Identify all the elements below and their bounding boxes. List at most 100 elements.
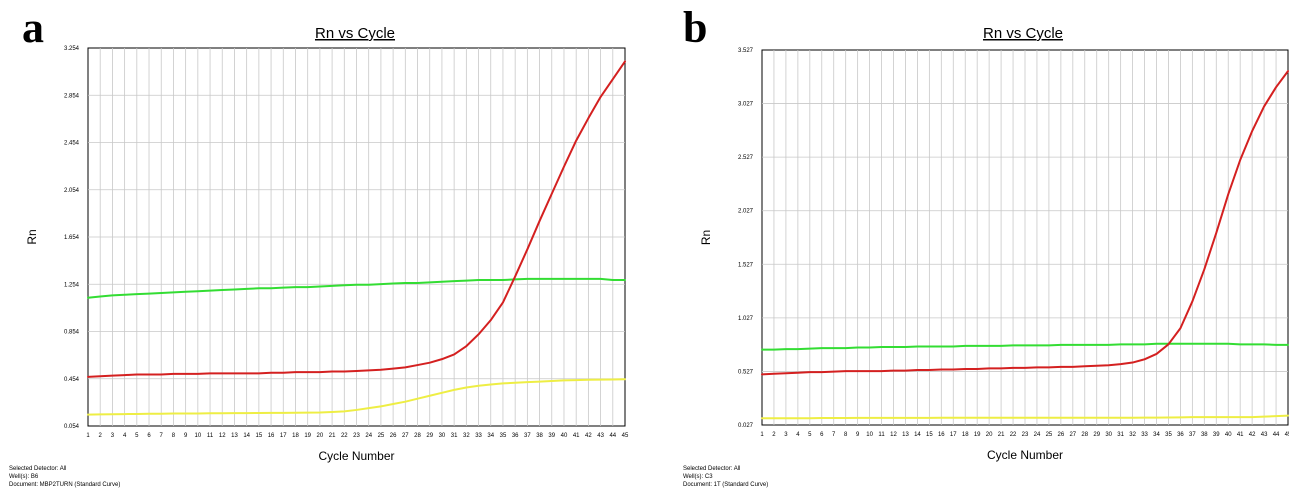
x-tick-label: 1	[760, 432, 764, 438]
x-tick-label: 21	[998, 432, 1005, 438]
series-line	[87, 378, 626, 416]
x-tick-label: 35	[500, 433, 507, 439]
x-tick-label: 33	[475, 433, 482, 439]
x-tick-label: 44	[609, 433, 616, 439]
y-tick-label: 3.254	[64, 46, 80, 52]
y-tick-label: 2.454	[64, 141, 80, 147]
x-tick-label: 4	[796, 432, 800, 438]
x-tick-label: 42	[1249, 432, 1256, 438]
x-tick-label: 19	[304, 433, 311, 439]
x-tick-label: 10	[194, 433, 201, 439]
y-tick-label: 1.027	[738, 316, 754, 322]
x-tick-label: 11	[878, 432, 885, 438]
y-tick-label: 3.027	[738, 102, 754, 108]
x-tick-label: 36	[1177, 432, 1184, 438]
x-tick-label: 8	[844, 432, 848, 438]
x-tick-label: 29	[1093, 432, 1100, 438]
x-tick-label: 9	[856, 432, 860, 438]
x-tick-label: 16	[268, 433, 275, 439]
x-tick-label: 18	[292, 433, 299, 439]
y-tick-label: 0.454	[64, 377, 80, 383]
footer-info-line: Document: 1T (Standard Curve)	[683, 482, 768, 488]
x-tick-label: 17	[280, 433, 287, 439]
series-line	[761, 70, 1289, 376]
x-tick-label: 7	[832, 432, 836, 438]
x-tick-label: 38	[1201, 432, 1208, 438]
chart-title: Rn vs Cycle	[983, 25, 1063, 42]
x-tick-label: 11	[207, 433, 214, 439]
x-tick-label: 2	[772, 432, 776, 438]
x-tick-label: 20	[317, 433, 324, 439]
x-tick-label: 31	[1117, 432, 1124, 438]
x-tick-label: 26	[1058, 432, 1065, 438]
x-tick-label: 9	[184, 433, 188, 439]
x-tick-label: 21	[329, 433, 336, 439]
x-tick-label: 17	[950, 432, 957, 438]
x-tick-label: 5	[808, 432, 812, 438]
x-tick-label: 24	[365, 433, 372, 439]
x-tick-label: 4	[123, 433, 127, 439]
x-tick-label: 29	[426, 433, 433, 439]
x-tick-label: 33	[1141, 432, 1148, 438]
y-tick-label: 0.054	[64, 424, 80, 430]
footer-info-line: Selected Detector: All	[683, 466, 740, 472]
x-tick-label: 30	[439, 433, 446, 439]
x-tick-label: 32	[1129, 432, 1136, 438]
x-tick-label: 35	[1165, 432, 1172, 438]
panel-label: b	[683, 3, 707, 52]
y-tick-label: 2.854	[64, 93, 80, 99]
x-tick-label: 18	[962, 432, 969, 438]
x-tick-label: 36	[512, 433, 519, 439]
y-axis-label: Rn	[699, 230, 713, 245]
x-tick-label: 13	[902, 432, 909, 438]
x-tick-label: 39	[1213, 432, 1220, 438]
x-tick-label: 20	[986, 432, 993, 438]
x-tick-label: 37	[524, 433, 531, 439]
x-tick-label: 39	[548, 433, 555, 439]
x-tick-label: 26	[390, 433, 397, 439]
x-tick-label: 40	[1225, 432, 1232, 438]
y-tick-label: 2.027	[738, 209, 754, 215]
x-tick-label: 30	[1105, 432, 1112, 438]
x-tick-label: 22	[341, 433, 348, 439]
y-tick-label: 0.527	[738, 369, 754, 375]
y-tick-label: 0.027	[738, 423, 754, 429]
x-tick-label: 45	[622, 433, 629, 439]
y-tick-label: 3.527	[738, 48, 754, 54]
x-tick-label: 28	[1081, 432, 1088, 438]
x-tick-label: 23	[1022, 432, 1029, 438]
series-line	[87, 277, 626, 299]
x-tick-label: 14	[914, 432, 921, 438]
x-tick-label: 6	[820, 432, 824, 438]
x-tick-label: 22	[1010, 432, 1017, 438]
x-tick-label: 42	[585, 433, 592, 439]
x-tick-label: 25	[1046, 432, 1053, 438]
panel-label: a	[22, 3, 44, 52]
series-line	[761, 342, 1289, 351]
footer-info-line: Document: MBP2TURN (Standard Curve)	[9, 482, 120, 488]
y-tick-label: 1.654	[64, 235, 80, 241]
x-tick-label: 38	[536, 433, 543, 439]
series-line	[761, 414, 1289, 420]
x-tick-label: 15	[926, 432, 933, 438]
x-tick-label: 43	[597, 433, 604, 439]
x-tick-label: 14	[243, 433, 250, 439]
x-tick-label: 19	[974, 432, 981, 438]
x-tick-label: 23	[353, 433, 360, 439]
x-tick-label: 16	[938, 432, 945, 438]
x-tick-label: 28	[414, 433, 421, 439]
y-axis-label: Rn	[25, 229, 39, 244]
x-tick-label: 3	[111, 433, 115, 439]
y-tick-label: 1.527	[738, 262, 754, 268]
x-tick-label: 7	[160, 433, 164, 439]
x-tick-label: 34	[487, 433, 494, 439]
x-tick-label: 12	[890, 432, 897, 438]
x-tick-label: 3	[784, 432, 788, 438]
x-tick-label: 15	[256, 433, 263, 439]
footer-info-line: Well(s): B6	[9, 474, 39, 480]
y-tick-label: 2.527	[738, 155, 754, 161]
series-line	[87, 60, 626, 378]
